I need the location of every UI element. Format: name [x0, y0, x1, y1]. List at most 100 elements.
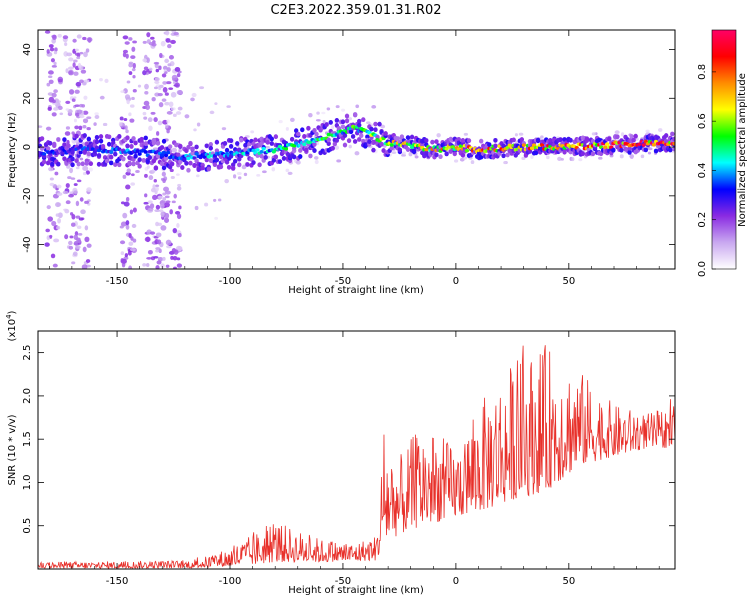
spectrogram-cell: [314, 156, 319, 160]
spectrogram-cell: [85, 48, 90, 53]
spectrogram-cell: [173, 193, 177, 199]
spectrogram-cell: [142, 58, 147, 63]
spectrogram-cell: [75, 200, 80, 207]
spectrogram-cell: [64, 42, 68, 47]
spectrogram-cell: [651, 143, 657, 147]
spectrogram-y-label: Frequency (Hz): [7, 112, 18, 188]
spectrogram-cell: [160, 211, 165, 218]
spectrogram-cell: [155, 221, 160, 227]
spectrogram-cell: [126, 99, 130, 105]
spectrogram-cell: [83, 95, 88, 100]
spectrogram-cell: [51, 92, 57, 98]
spectrogram-cell: [250, 130, 255, 134]
spectrogram-cell: [52, 141, 57, 147]
spectrogram-cell: [241, 164, 247, 170]
spectrogram-cell: [125, 220, 130, 226]
spectrogram-cell: [145, 159, 150, 164]
spectrogram-cell: [62, 142, 67, 148]
spectrogram-cell: [132, 88, 137, 93]
snr-y-ticks: 0.5 1.0 1.5 2.0 2.5: [22, 345, 675, 534]
spectrogram-cell: [72, 62, 76, 68]
spectrogram-cell: [306, 125, 311, 131]
spectrogram-cell: [54, 171, 59, 176]
spectrogram-cell: [137, 163, 142, 169]
spectrogram-cell: [49, 177, 54, 181]
spectrogram-cell: [153, 117, 158, 123]
spectrogram-cell: [334, 145, 340, 150]
spectrogram-cell: [487, 142, 492, 148]
spectrogram-cell: [177, 106, 183, 111]
spectrogram-cell: [281, 156, 287, 161]
spectrogram-cell: [672, 146, 675, 152]
spectrogram-cell: [79, 197, 84, 202]
spectrogram-cell: [55, 202, 61, 208]
spectrogram-cell: [85, 170, 90, 175]
spectrogram-cell: [287, 171, 293, 176]
spectrogram-cell: [67, 66, 74, 70]
snr-y-tick-label: 2.0: [22, 388, 33, 404]
spectrogram-cell: [312, 148, 317, 153]
spectrogram-cell: [430, 139, 435, 145]
spectrogram-cell: [62, 156, 67, 162]
spectrogram-cell: [50, 161, 55, 167]
spectrogram-cell: [334, 117, 340, 123]
spectrogram-cell: [129, 248, 136, 252]
spectrogram-cell: [74, 104, 81, 108]
spectrogram-cell: [186, 156, 191, 161]
spectrogram-cell: [312, 128, 317, 133]
spectrogram-cell: [381, 148, 386, 153]
spectrogram-cell: [463, 132, 469, 136]
spectrogram-cell: [176, 89, 183, 95]
spectrogram-cell: [668, 147, 673, 153]
spectrogram-cell: [228, 144, 234, 149]
spectrogram-cell: [438, 154, 443, 160]
spectrogram-cell: [56, 225, 61, 230]
spectrogram-cell: [401, 154, 406, 157]
colorbar-tick-label: 0.0: [697, 261, 708, 277]
spectrogram-cell: [156, 239, 162, 245]
spectrogram-cell: [120, 259, 127, 264]
spectrogram-cell: [562, 149, 567, 155]
spectrogram-cell: [256, 173, 261, 177]
snr-y-scale: (x104): [5, 310, 18, 341]
spectrogram-cell: [530, 154, 534, 160]
spectrogram-cell: [68, 57, 74, 62]
spectrogram-cell: [165, 38, 171, 43]
spectrogram-cell: [75, 245, 81, 249]
spectrogram-cell: [411, 148, 417, 154]
spectrogram-cell: [80, 69, 87, 74]
spectrogram-y-tick-label: -20: [22, 188, 33, 204]
spectrogram-cell: [50, 58, 55, 63]
spectrogram-cell: [151, 42, 157, 47]
spectrogram-cell: [251, 160, 256, 165]
colorbar-gradient: [712, 30, 736, 269]
spectrogram-y-tick-label: -40: [22, 236, 33, 252]
spectrogram-cell: [519, 137, 525, 142]
spectrogram-cell: [160, 225, 167, 231]
spectrogram-cell: [141, 158, 146, 163]
spectrogram-cell: [145, 104, 151, 110]
spectrogram-cell: [77, 62, 82, 69]
spectrogram-x-tick-label: 50: [562, 276, 575, 287]
spectrogram-cell: [75, 166, 80, 170]
spectrogram-cell: [290, 117, 295, 123]
spectrogram-cell: [171, 74, 178, 81]
spectrogram-cell: [314, 131, 319, 137]
spectrogram-cell: [160, 263, 165, 268]
spectrogram-cell: [53, 50, 58, 55]
snr-x-tick-label: -50: [335, 576, 351, 587]
spectrogram-cell: [230, 162, 236, 168]
spectrogram-cell: [316, 111, 320, 115]
spectrogram-cell: [132, 40, 137, 44]
spectrogram-cell: [397, 147, 403, 153]
spectrogram-cell: [212, 162, 218, 168]
spectrogram-y-ticks: -40 -20 0 20 40: [22, 43, 675, 253]
spectrogram-cell: [86, 243, 92, 248]
spectrogram-cell: [237, 176, 242, 180]
spectrogram-cell: [391, 151, 397, 154]
spectrogram-cell: [232, 174, 237, 179]
spectrogram-cell: [84, 160, 89, 166]
spectrogram-cell: [144, 83, 149, 90]
spectrogram-cell: [67, 176, 72, 180]
spectrogram-cell: [298, 154, 303, 159]
